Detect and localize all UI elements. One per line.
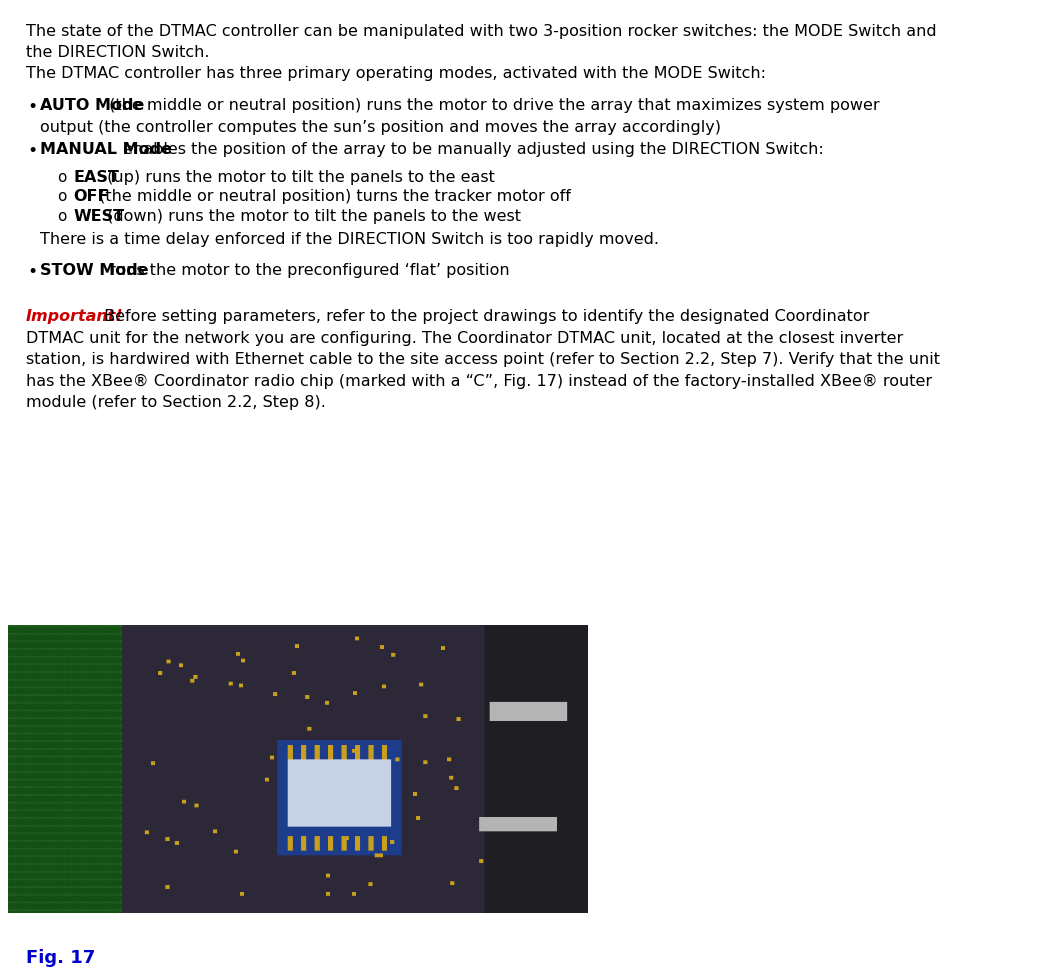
Text: EAST: EAST <box>73 170 119 184</box>
Text: Before setting parameters, refer to the project drawings to identify the designa: Before setting parameters, refer to the … <box>99 309 869 324</box>
Text: o: o <box>57 189 67 204</box>
Text: The DTMAC controller has three primary operating modes, activated with the MODE : The DTMAC controller has three primary o… <box>26 66 766 81</box>
Text: Fig. 17: Fig. 17 <box>26 949 95 966</box>
Text: o: o <box>57 209 67 224</box>
Text: WEST: WEST <box>73 209 124 224</box>
Text: •: • <box>27 98 38 115</box>
Text: enables the position of the array to be manually adjusted using the DIRECTION Sw: enables the position of the array to be … <box>118 142 823 157</box>
Text: Important!: Important! <box>26 309 123 324</box>
Text: output (the controller computes the sun’s position and moves the array according: output (the controller computes the sun’… <box>40 120 721 135</box>
Text: AUTO Mode: AUTO Mode <box>40 98 144 112</box>
Text: STOW Mode: STOW Mode <box>40 263 148 277</box>
Text: (up) runs the motor to tilt the panels to the east: (up) runs the motor to tilt the panels t… <box>101 170 494 184</box>
Text: runs the motor to the preconfigured ‘flat’ position: runs the motor to the preconfigured ‘fla… <box>103 263 509 277</box>
Text: has the XBee® Coordinator radio chip (marked with a “C”, Fig. 17) instead of the: has the XBee® Coordinator radio chip (ma… <box>26 374 932 388</box>
Text: DTMAC unit for the network you are configuring. The Coordinator DTMAC unit, loca: DTMAC unit for the network you are confi… <box>26 331 903 346</box>
Text: (the middle or neutral position) turns the tracker motor off: (the middle or neutral position) turns t… <box>94 189 572 204</box>
Text: •: • <box>27 142 38 160</box>
Text: (down) runs the motor to tilt the panels to the west: (down) runs the motor to tilt the panels… <box>101 209 520 224</box>
Text: •: • <box>27 263 38 280</box>
Text: MANUAL Mode: MANUAL Mode <box>40 142 171 157</box>
Text: OFF: OFF <box>73 189 109 204</box>
Text: station, is hardwired with Ethernet cable to the site access point (refer to Sec: station, is hardwired with Ethernet cabl… <box>26 352 940 367</box>
Text: There is a time delay enforced if the DIRECTION Switch is too rapidly moved.: There is a time delay enforced if the DI… <box>40 232 658 247</box>
Text: o: o <box>57 170 67 184</box>
Text: (the middle or neutral position) runs the motor to drive the array that maximize: (the middle or neutral position) runs th… <box>103 98 879 112</box>
Text: module (refer to Section 2.2, Step 8).: module (refer to Section 2.2, Step 8). <box>26 395 326 410</box>
Text: The state of the DTMAC controller can be manipulated with two 3-position rocker : The state of the DTMAC controller can be… <box>26 24 936 60</box>
